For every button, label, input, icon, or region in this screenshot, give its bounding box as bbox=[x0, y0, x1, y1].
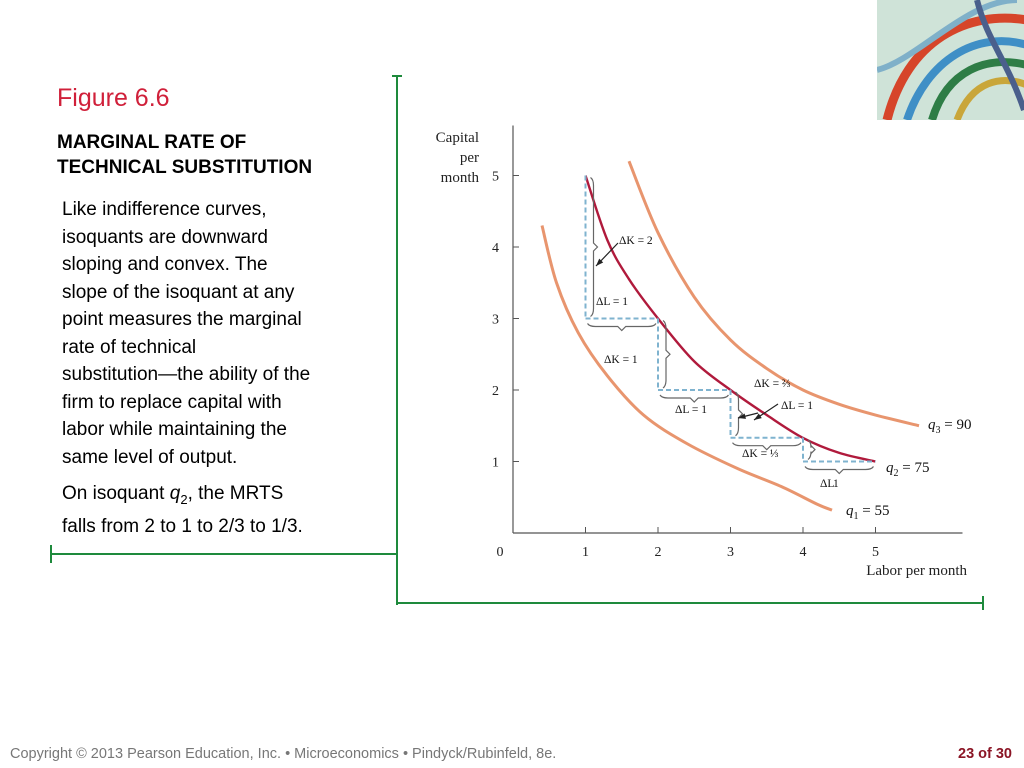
annotation-arrow-head bbox=[754, 413, 762, 420]
subtitle-line: TECHNICAL SUBSTITUTION bbox=[57, 157, 313, 178]
note-rest: , the MRTS bbox=[187, 483, 284, 504]
body-paragraph: Like indifference curves, isoquants are … bbox=[62, 196, 367, 471]
step-annotation: ΔL = 1 bbox=[781, 400, 813, 412]
frame-tick-right bbox=[982, 596, 984, 610]
dL-bracket bbox=[804, 466, 874, 475]
frame-line-bottom bbox=[397, 602, 983, 604]
body-line: same level of output. bbox=[62, 446, 238, 468]
chart-axes: 1 2 3 4 5 0 1 2 3 4 5 Capital per month Labor per mont… bbox=[436, 125, 967, 579]
chart-labels: ΔK = 2 ΔL = 1 ΔK = 1 ΔL = 1 ΔK = ⅔ ΔL = 1 ΔK =… bbox=[596, 235, 971, 522]
mrts-steps bbox=[584, 175, 876, 475]
body-line: rate of technical bbox=[62, 336, 197, 358]
y-axis-label: month bbox=[441, 170, 480, 186]
annotation-arrow-head bbox=[738, 413, 746, 419]
isoquant-curves bbox=[540, 160, 920, 512]
page-number: 23 of 30 bbox=[958, 746, 1012, 762]
dL-bracket bbox=[732, 442, 802, 451]
y-axis-label: Capital bbox=[436, 130, 479, 146]
note-sub: 2 bbox=[180, 491, 188, 507]
note-line: falls from 2 to 1 to 2/3 to 1/3. bbox=[62, 516, 303, 538]
x-tick-label: 2 bbox=[655, 545, 662, 560]
frame-line-left bbox=[51, 553, 397, 555]
step-annotation: ΔK = ⅔ bbox=[754, 378, 791, 390]
step-annotation: ΔL = 1 bbox=[596, 296, 628, 308]
isoquant-chart: 1 2 3 4 5 0 1 2 3 4 5 Capital per month Labor per mont… bbox=[436, 125, 971, 579]
figure-label: Figure 6.6 bbox=[57, 84, 170, 112]
y-tick-label: 5 bbox=[492, 170, 499, 185]
subtitle-line: MARGINAL RATE OF bbox=[57, 132, 247, 153]
annotation-arrow-head bbox=[596, 258, 604, 266]
step-annotation: ΔK = ⅓ bbox=[742, 448, 779, 460]
body-line: substitution—the ability of the bbox=[62, 364, 311, 385]
frame-tick-left bbox=[50, 545, 52, 563]
note-var: q bbox=[169, 483, 181, 504]
x-axis-label: Labor per month bbox=[866, 563, 967, 579]
x-tick-label: 3 bbox=[727, 545, 734, 560]
decorative-rings-image bbox=[877, 0, 1024, 120]
y-axis-label: per bbox=[460, 150, 479, 166]
frame-line-vertical bbox=[396, 76, 398, 605]
x-tick-label: 5 bbox=[872, 545, 879, 560]
body-line: isoquants are downward bbox=[62, 226, 268, 248]
y-tick-label: 2 bbox=[492, 384, 499, 399]
copyright-footer: Copyright © 2013 Pearson Education, Inc.… bbox=[10, 746, 557, 762]
isoquant-q3 bbox=[627, 160, 920, 428]
series-label-q3: q3 = 90 bbox=[928, 417, 971, 436]
isoquant-q1 bbox=[540, 225, 833, 512]
body-line: sloping and convex. The bbox=[62, 254, 268, 275]
step-annotation: ΔK = 2 bbox=[619, 235, 653, 247]
series-label-q1: q1 = 55 bbox=[846, 503, 889, 522]
dK-bracket bbox=[590, 177, 599, 317]
body-line: labor while maintaining the bbox=[62, 419, 287, 440]
body-line: firm to replace capital with bbox=[62, 391, 282, 413]
step-annotation: ΔK = 1 bbox=[604, 354, 638, 366]
mrts-note: On isoquant q2, the MRTS falls from 2 to… bbox=[62, 480, 367, 541]
dK-bracket bbox=[735, 391, 744, 437]
y-tick-label: 3 bbox=[492, 313, 499, 328]
step-annotation: ΔL bbox=[820, 478, 834, 490]
body-line: point measures the marginal bbox=[62, 309, 302, 330]
body-line: slope of the isoquant at any bbox=[62, 281, 295, 303]
y-tick-label: 4 bbox=[492, 241, 499, 256]
note-line: On isoquant q2, the MRTS bbox=[62, 480, 367, 513]
isoquant-q2 bbox=[584, 175, 876, 463]
step-annotation: 1 bbox=[833, 478, 839, 490]
x-tick-label: 0 bbox=[497, 545, 504, 560]
dK-bracket bbox=[807, 439, 816, 460]
dL-bracket bbox=[659, 394, 729, 403]
note-prefix: On isoquant bbox=[62, 483, 170, 504]
frame-tick-top bbox=[392, 75, 402, 77]
x-tick-label: 1 bbox=[582, 545, 589, 560]
dL-bracket bbox=[587, 323, 657, 332]
step-annotation: ΔL = 1 bbox=[675, 404, 707, 416]
dK-bracket bbox=[662, 320, 671, 389]
body-line: Like indifference curves, bbox=[62, 199, 267, 220]
x-tick-label: 4 bbox=[800, 545, 807, 560]
figure-subtitle: MARGINAL RATE OF TECHNICAL SUBSTITUTION bbox=[57, 130, 387, 180]
y-tick-label: 1 bbox=[492, 456, 499, 471]
series-label-q2: q2 = 75 bbox=[886, 460, 929, 479]
